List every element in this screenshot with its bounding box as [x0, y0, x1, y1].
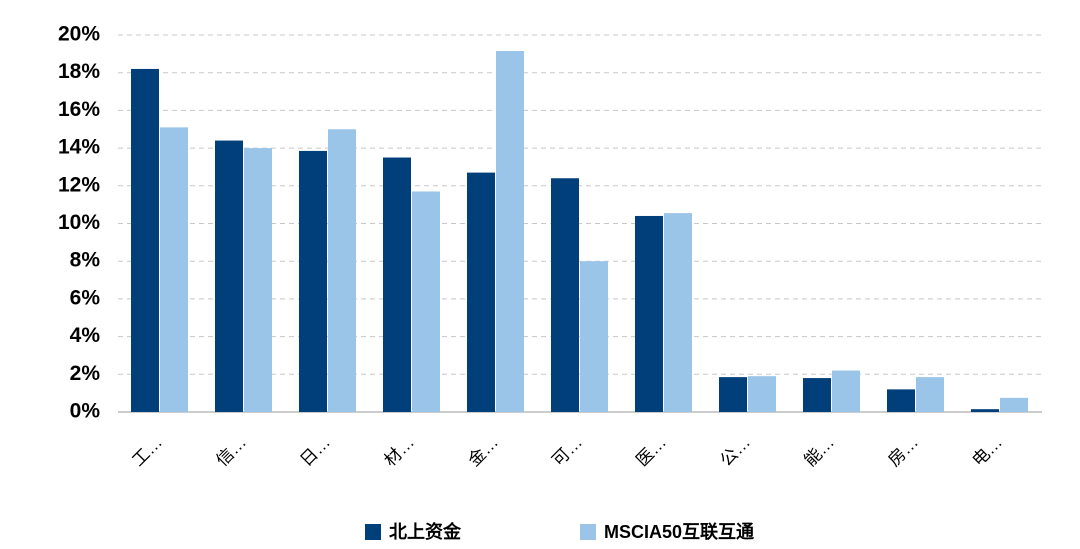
bar	[131, 68, 159, 413]
x-tick-label: 可…	[549, 433, 586, 470]
bar	[748, 376, 776, 412]
bar	[328, 129, 356, 412]
bar	[244, 148, 272, 412]
y-tick-label: 12%	[58, 173, 100, 196]
x-tick-label: 能…	[801, 433, 838, 470]
bar	[916, 377, 944, 412]
bar	[551, 178, 579, 412]
legend-label: MSCIA50互联互通	[604, 522, 754, 542]
bar	[832, 370, 860, 412]
bar	[160, 127, 188, 413]
bar	[971, 409, 999, 412]
bar	[1000, 397, 1028, 412]
x-tick-label: 信…	[213, 433, 250, 470]
bar	[580, 261, 608, 412]
y-tick-label: 0%	[70, 400, 101, 423]
y-tick-label: 2%	[70, 362, 101, 385]
legend-swatch	[580, 524, 596, 540]
bar	[887, 389, 915, 412]
y-tick-label: 10%	[58, 211, 100, 234]
y-tick-label: 16%	[58, 98, 100, 121]
bar	[664, 213, 692, 412]
y-tick-label: 6%	[70, 286, 101, 309]
legend-swatch	[365, 524, 381, 540]
x-tick-label: 日…	[297, 433, 334, 470]
x-tick-label: 医…	[633, 433, 670, 470]
x-tick-label: 房…	[885, 433, 922, 470]
x-tick-label: 工…	[129, 433, 166, 470]
x-tick-label: 电…	[969, 433, 1006, 470]
y-tick-label: 14%	[58, 136, 100, 159]
bar	[635, 215, 663, 412]
x-tick-label: 材…	[381, 433, 418, 470]
legend-label: 北上资金	[389, 521, 462, 542]
x-tick-label: 公…	[717, 433, 754, 470]
y-tick-label: 18%	[58, 60, 100, 83]
y-tick-label: 8%	[70, 249, 101, 272]
bar	[719, 377, 747, 412]
bar	[383, 157, 411, 412]
x-tick-label: 金…	[465, 433, 502, 470]
bar	[215, 140, 243, 412]
bar	[496, 51, 524, 413]
y-tick-label: 20%	[58, 23, 100, 46]
bar	[467, 172, 495, 412]
bar	[412, 191, 440, 412]
bar	[299, 150, 327, 413]
y-tick-label: 4%	[70, 324, 101, 347]
bar	[803, 378, 831, 412]
